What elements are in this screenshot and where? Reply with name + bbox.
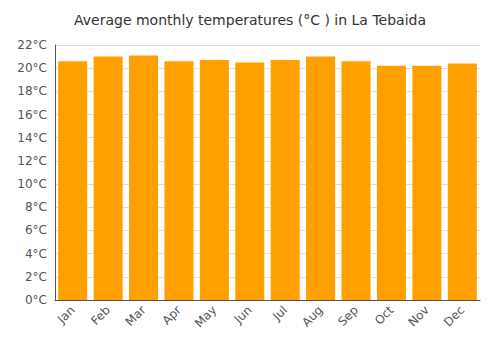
svg-text:10°C: 10°C bbox=[17, 177, 47, 191]
svg-text:May: May bbox=[192, 303, 219, 330]
svg-text:16°C: 16°C bbox=[17, 108, 47, 122]
svg-text:Apr: Apr bbox=[159, 303, 184, 328]
svg-text:Aug: Aug bbox=[299, 303, 325, 329]
svg-text:8°C: 8°C bbox=[25, 200, 47, 214]
svg-text:Nov: Nov bbox=[405, 303, 431, 329]
svg-text:14°C: 14°C bbox=[17, 131, 47, 145]
svg-text:Jun: Jun bbox=[231, 303, 255, 327]
svg-text:12°C: 12°C bbox=[17, 154, 47, 168]
svg-text:0°C: 0°C bbox=[25, 293, 47, 307]
svg-text:22°C: 22°C bbox=[17, 38, 47, 52]
svg-text:6°C: 6°C bbox=[25, 223, 47, 237]
svg-text:Jan: Jan bbox=[54, 303, 78, 327]
svg-text:Average monthly temperatures (: Average monthly temperatures (°C ) in La… bbox=[74, 12, 426, 28]
svg-text:Jul: Jul bbox=[269, 303, 290, 324]
svg-text:20°C: 20°C bbox=[17, 61, 47, 75]
svg-text:Sep: Sep bbox=[335, 303, 361, 329]
svg-text:18°C: 18°C bbox=[17, 84, 47, 98]
svg-text:4°C: 4°C bbox=[25, 247, 47, 261]
svg-text:Oct: Oct bbox=[372, 303, 397, 328]
svg-text:Dec: Dec bbox=[441, 303, 467, 329]
svg-text:2°C: 2°C bbox=[25, 270, 47, 284]
svg-text:Mar: Mar bbox=[123, 303, 149, 329]
svg-text:Feb: Feb bbox=[88, 303, 113, 328]
